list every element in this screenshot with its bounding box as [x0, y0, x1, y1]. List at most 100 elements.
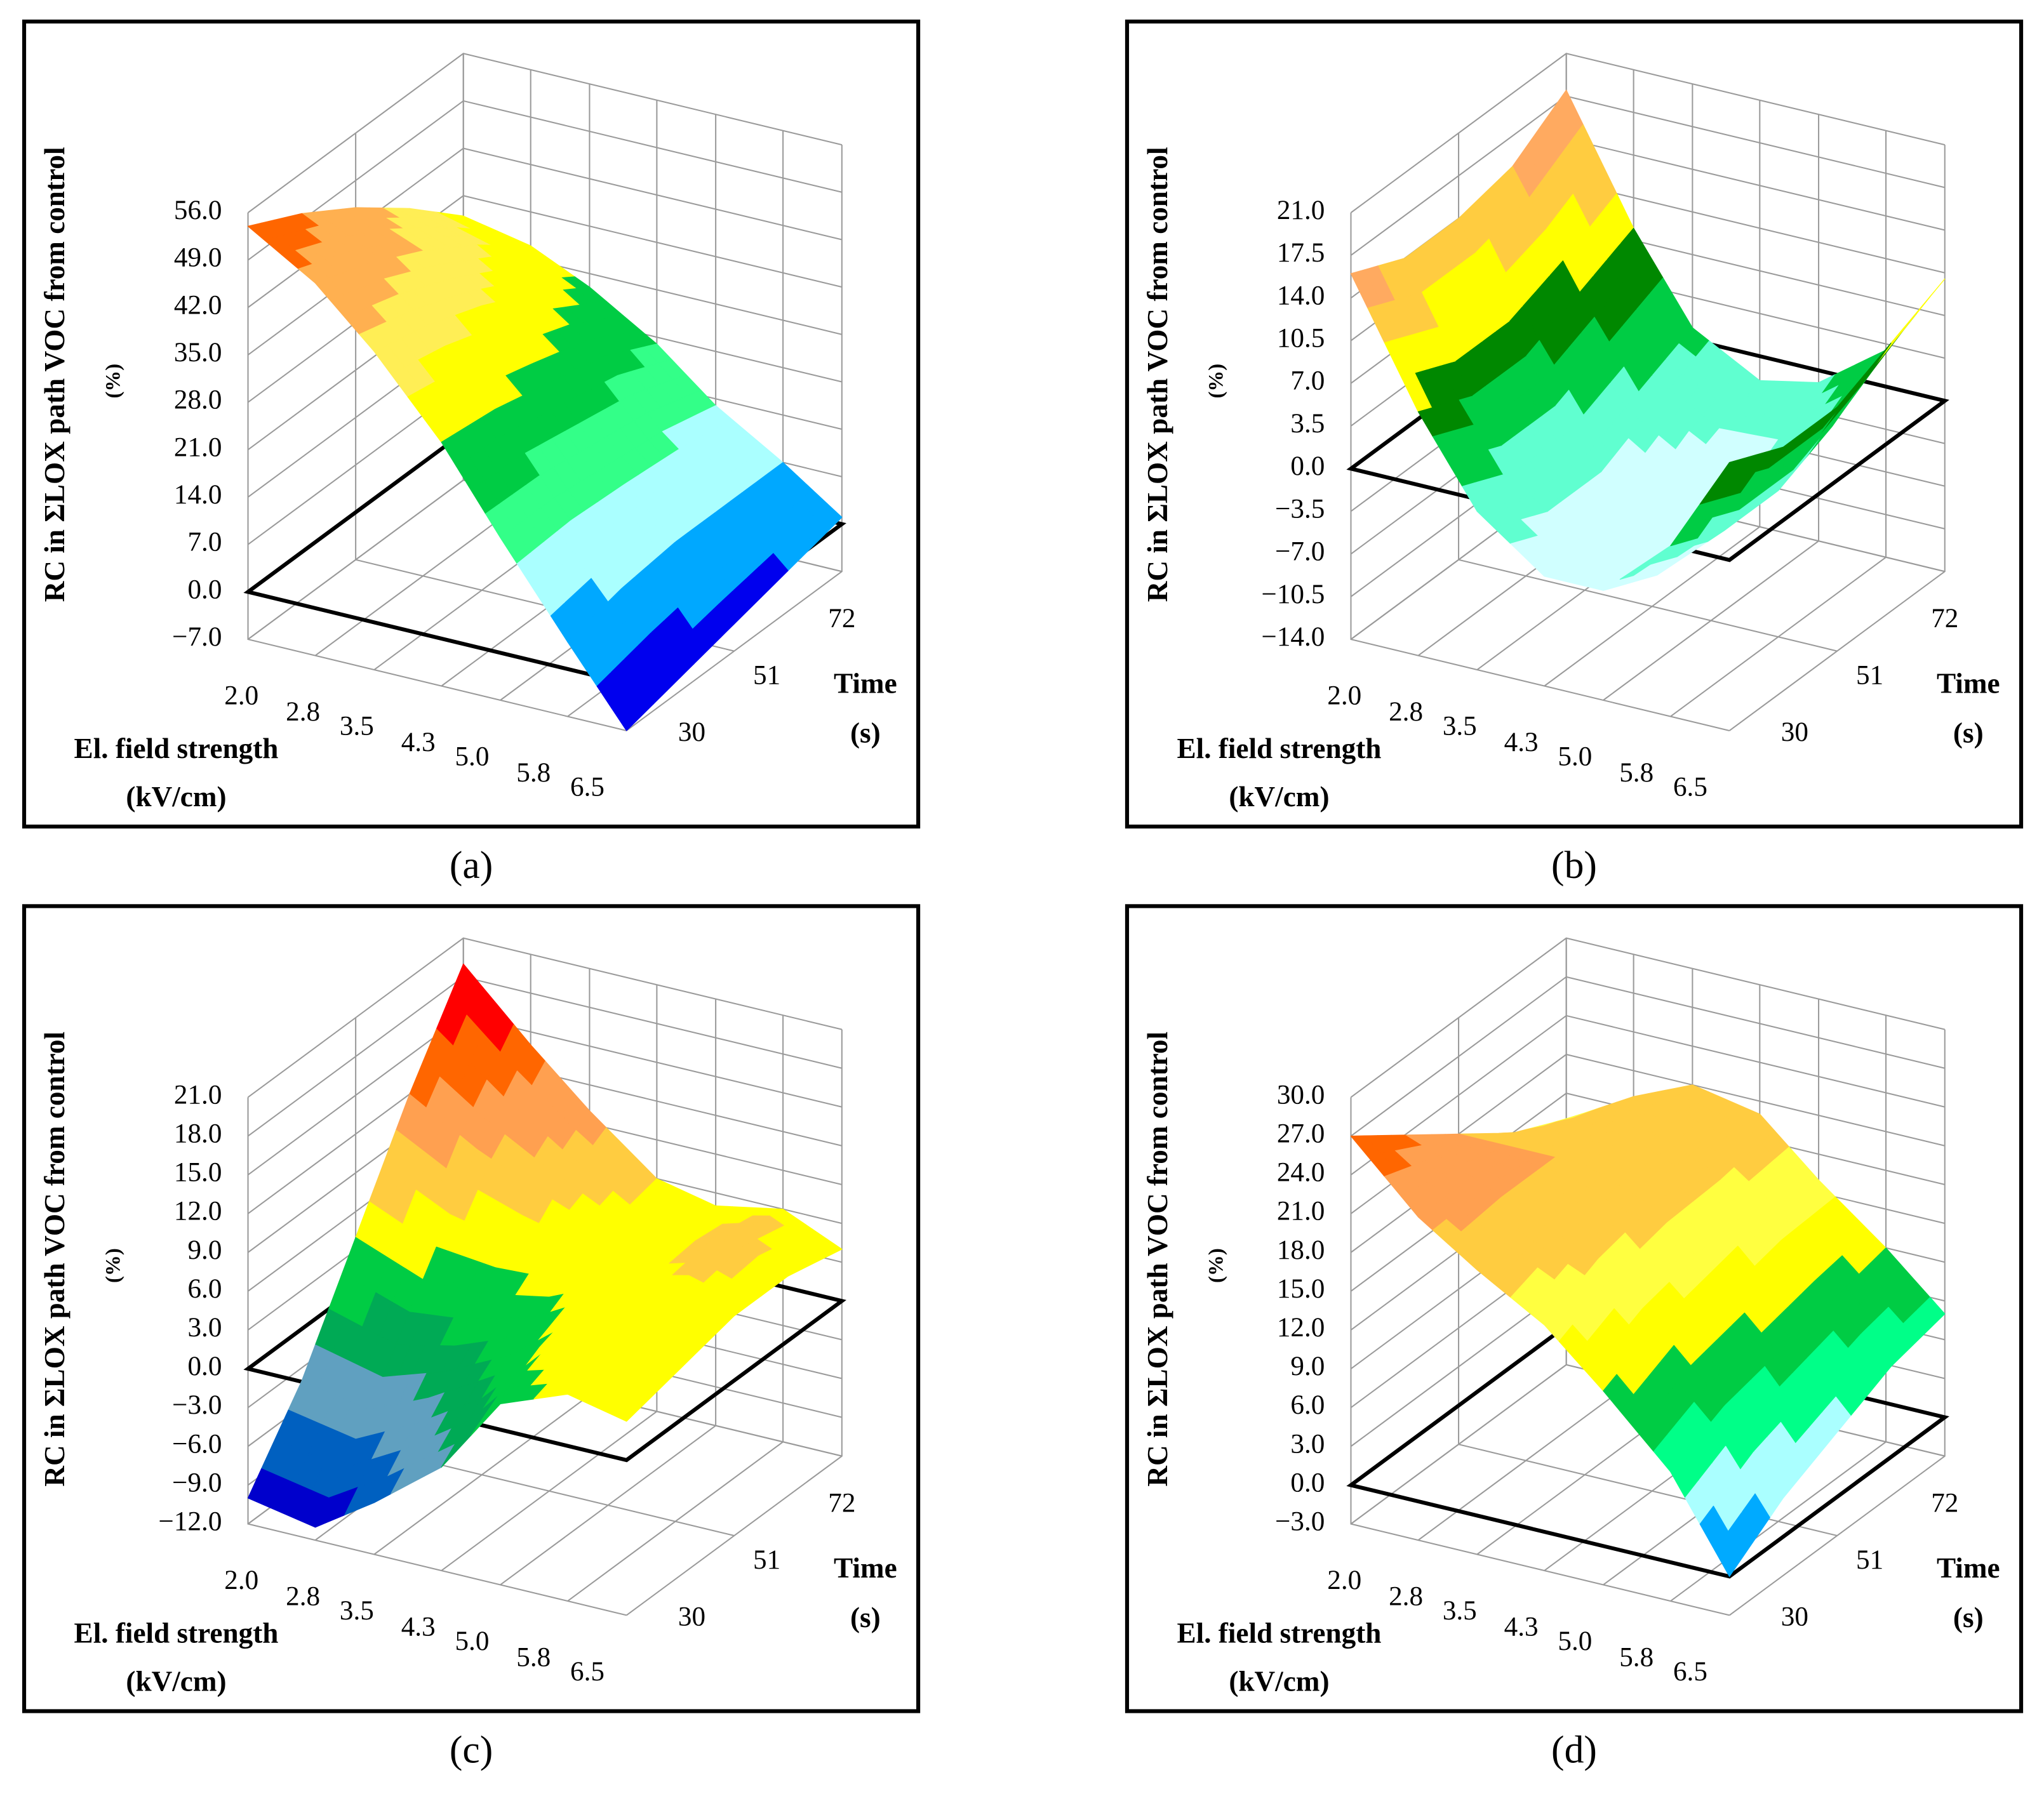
- z-tick-label: 0.0: [1290, 1468, 1325, 1498]
- z-grid-line: [247, 53, 843, 213]
- panel: −12.0 −9.0 −6.0 −3.0 0.0 3.0 6.0 9.0 12.0 15.0 18.…: [22, 904, 921, 1713]
- z-tick-label: 0.0: [187, 1352, 222, 1381]
- z-tick-label: 49.0: [174, 243, 222, 273]
- z-tick-label: 28.0: [174, 385, 222, 415]
- y-tick-label: 30: [1781, 1602, 1808, 1632]
- x-tick-label: 2.0: [1327, 1565, 1361, 1595]
- z-axis-unit: (%): [102, 1248, 124, 1283]
- x-tick-label: 2.0: [224, 681, 258, 710]
- y-tick-label: 51: [753, 661, 780, 691]
- panel: −14.0 −10.5 −7.0 −3.5 0.0 3.5 7.0 10.5 14.0 17.5 2…: [1125, 19, 2024, 829]
- panel-frame: [22, 19, 921, 829]
- x-tick-label: 5.0: [1558, 741, 1592, 771]
- x-axis-unit: (kV/cm): [126, 781, 226, 813]
- panel-frame: [1125, 904, 2024, 1713]
- z-tick-label: 30.0: [1277, 1080, 1325, 1110]
- x-axis-unit: (kV/cm): [126, 1666, 226, 1698]
- z-tick-label: 21.0: [1277, 196, 1325, 225]
- surface-patch: [1714, 1531, 1744, 1577]
- z-tick-label: −10.5: [1262, 580, 1325, 609]
- y-tick-label: 51: [1856, 661, 1883, 691]
- panel: −3.0 0.0 3.0 6.0 9.0 12.0 15.0 18.0 21.0 24.0 27.0…: [1125, 904, 2024, 1713]
- panel-frame: [1125, 19, 2024, 829]
- z-tick-label: 18.0: [1277, 1235, 1325, 1265]
- x-tick-label: 2.8: [1389, 697, 1423, 727]
- x-tick-label: 5.8: [516, 1642, 551, 1672]
- caption: (c): [450, 1728, 493, 1771]
- z-tick-label: 21.0: [174, 432, 222, 462]
- z-tick-label: 9.0: [1290, 1352, 1325, 1381]
- zero-plane: [1346, 1324, 1949, 1579]
- z-tick-label: −7.0: [1275, 537, 1325, 567]
- z-tick-label: −14.0: [1262, 622, 1325, 652]
- z-tick-label: 56.0: [174, 196, 222, 225]
- z-tick-label: 12.0: [1277, 1313, 1325, 1343]
- z-tick-label: 27.0: [1277, 1119, 1325, 1148]
- z-tick-label: 7.0: [187, 528, 222, 557]
- z-axis-title: RC in ΣLOX path VOC from control: [1142, 147, 1173, 602]
- z-tick-label: −7.0: [172, 622, 222, 652]
- caption: (b): [1551, 844, 1597, 887]
- x-axis-title: El. field strength: [74, 1618, 279, 1649]
- y-tick-label: 30: [678, 717, 705, 747]
- y-axis-unit: (s): [850, 1602, 881, 1633]
- x-tick-label: 2.8: [286, 697, 320, 727]
- z-tick-label: 6.0: [1290, 1390, 1325, 1420]
- z-tick-label: 35.0: [174, 338, 222, 368]
- x-tick-label: 5.8: [1619, 1642, 1653, 1672]
- y-tick-label: 72: [828, 1489, 855, 1518]
- y-tick-label: 72: [1931, 604, 1958, 634]
- y-tick-label: 51: [753, 1545, 780, 1575]
- x-tick-label: 4.3: [1504, 1612, 1539, 1642]
- x-tick-label: 3.5: [340, 711, 374, 741]
- z-tick-label: 12.0: [174, 1197, 222, 1226]
- surface-patch: [1714, 458, 1744, 484]
- y-tick-label: 72: [828, 604, 855, 634]
- z-tick-label: 42.0: [174, 290, 222, 320]
- z-tick-label: 3.0: [1290, 1429, 1325, 1459]
- z-tick-label: 21.0: [1277, 1197, 1325, 1226]
- y-axis-title: Time: [834, 1552, 897, 1584]
- x-tick-label: 3.5: [1443, 711, 1477, 741]
- y-axis-unit: (s): [1953, 1602, 1984, 1633]
- panel: −7.0 0.0 7.0 14.0 21.0 28.0 35.0 42.0 49.0 56.0 2.…: [22, 19, 921, 829]
- x-axis-title: El. field strength: [1177, 733, 1381, 764]
- z-axis-unit: (%): [1205, 364, 1227, 399]
- x-tick-label: 6.5: [570, 772, 605, 802]
- z-tick-label: 15.0: [174, 1158, 222, 1188]
- y-axis-title: Time: [1937, 1552, 2000, 1584]
- y-axis-title: Time: [1937, 667, 2000, 699]
- z-axis-unit: (%): [1205, 1248, 1227, 1283]
- z-tick-label: −3.0: [1275, 1506, 1325, 1536]
- x-tick-label: 3.5: [1443, 1596, 1477, 1626]
- z-tick-label: 15.0: [1277, 1274, 1325, 1304]
- x-tick-label: 5.0: [455, 1626, 489, 1656]
- z-tick-label: 3.5: [1290, 409, 1325, 439]
- z-tick-label: 0.0: [187, 575, 222, 604]
- z-tick-label: −9.0: [172, 1468, 222, 1498]
- zero-plane: [243, 430, 846, 686]
- z-axis-title: RC in ΣLOX path VOC from control: [39, 1032, 70, 1487]
- x-tick-label: 6.5: [570, 1657, 605, 1687]
- x-axis-unit: (kV/cm): [1229, 781, 1329, 813]
- z-tick-label: 17.5: [1277, 238, 1325, 268]
- z-tick-label: 3.0: [187, 1313, 222, 1343]
- x-axis-title: El. field strength: [1177, 1618, 1381, 1649]
- z-tick-label: −6.0: [172, 1429, 222, 1459]
- x-axis-unit: (kV/cm): [1229, 1666, 1329, 1698]
- z-axis-title: RC in ΣLOX path VOC from control: [1142, 1032, 1173, 1487]
- x-tick-label: 2.0: [1327, 681, 1361, 710]
- z-tick-label: 0.0: [1290, 451, 1325, 481]
- x-tick-label: 5.8: [516, 758, 551, 788]
- z-tick-label: 14.0: [1277, 281, 1325, 310]
- surface-patch: [611, 1400, 641, 1422]
- caption: (a): [450, 844, 493, 887]
- y-axis-title: Time: [834, 667, 897, 699]
- x-tick-label: 2.8: [1389, 1582, 1423, 1612]
- x-axis-title: El. field strength: [74, 733, 279, 764]
- x-tick-label: 6.5: [1673, 1657, 1707, 1687]
- x-tick-label: 2.8: [286, 1582, 320, 1612]
- y-tick-label: 30: [678, 1602, 705, 1632]
- y-tick-label: 30: [1781, 717, 1808, 747]
- x-tick-label: 5.0: [455, 741, 489, 771]
